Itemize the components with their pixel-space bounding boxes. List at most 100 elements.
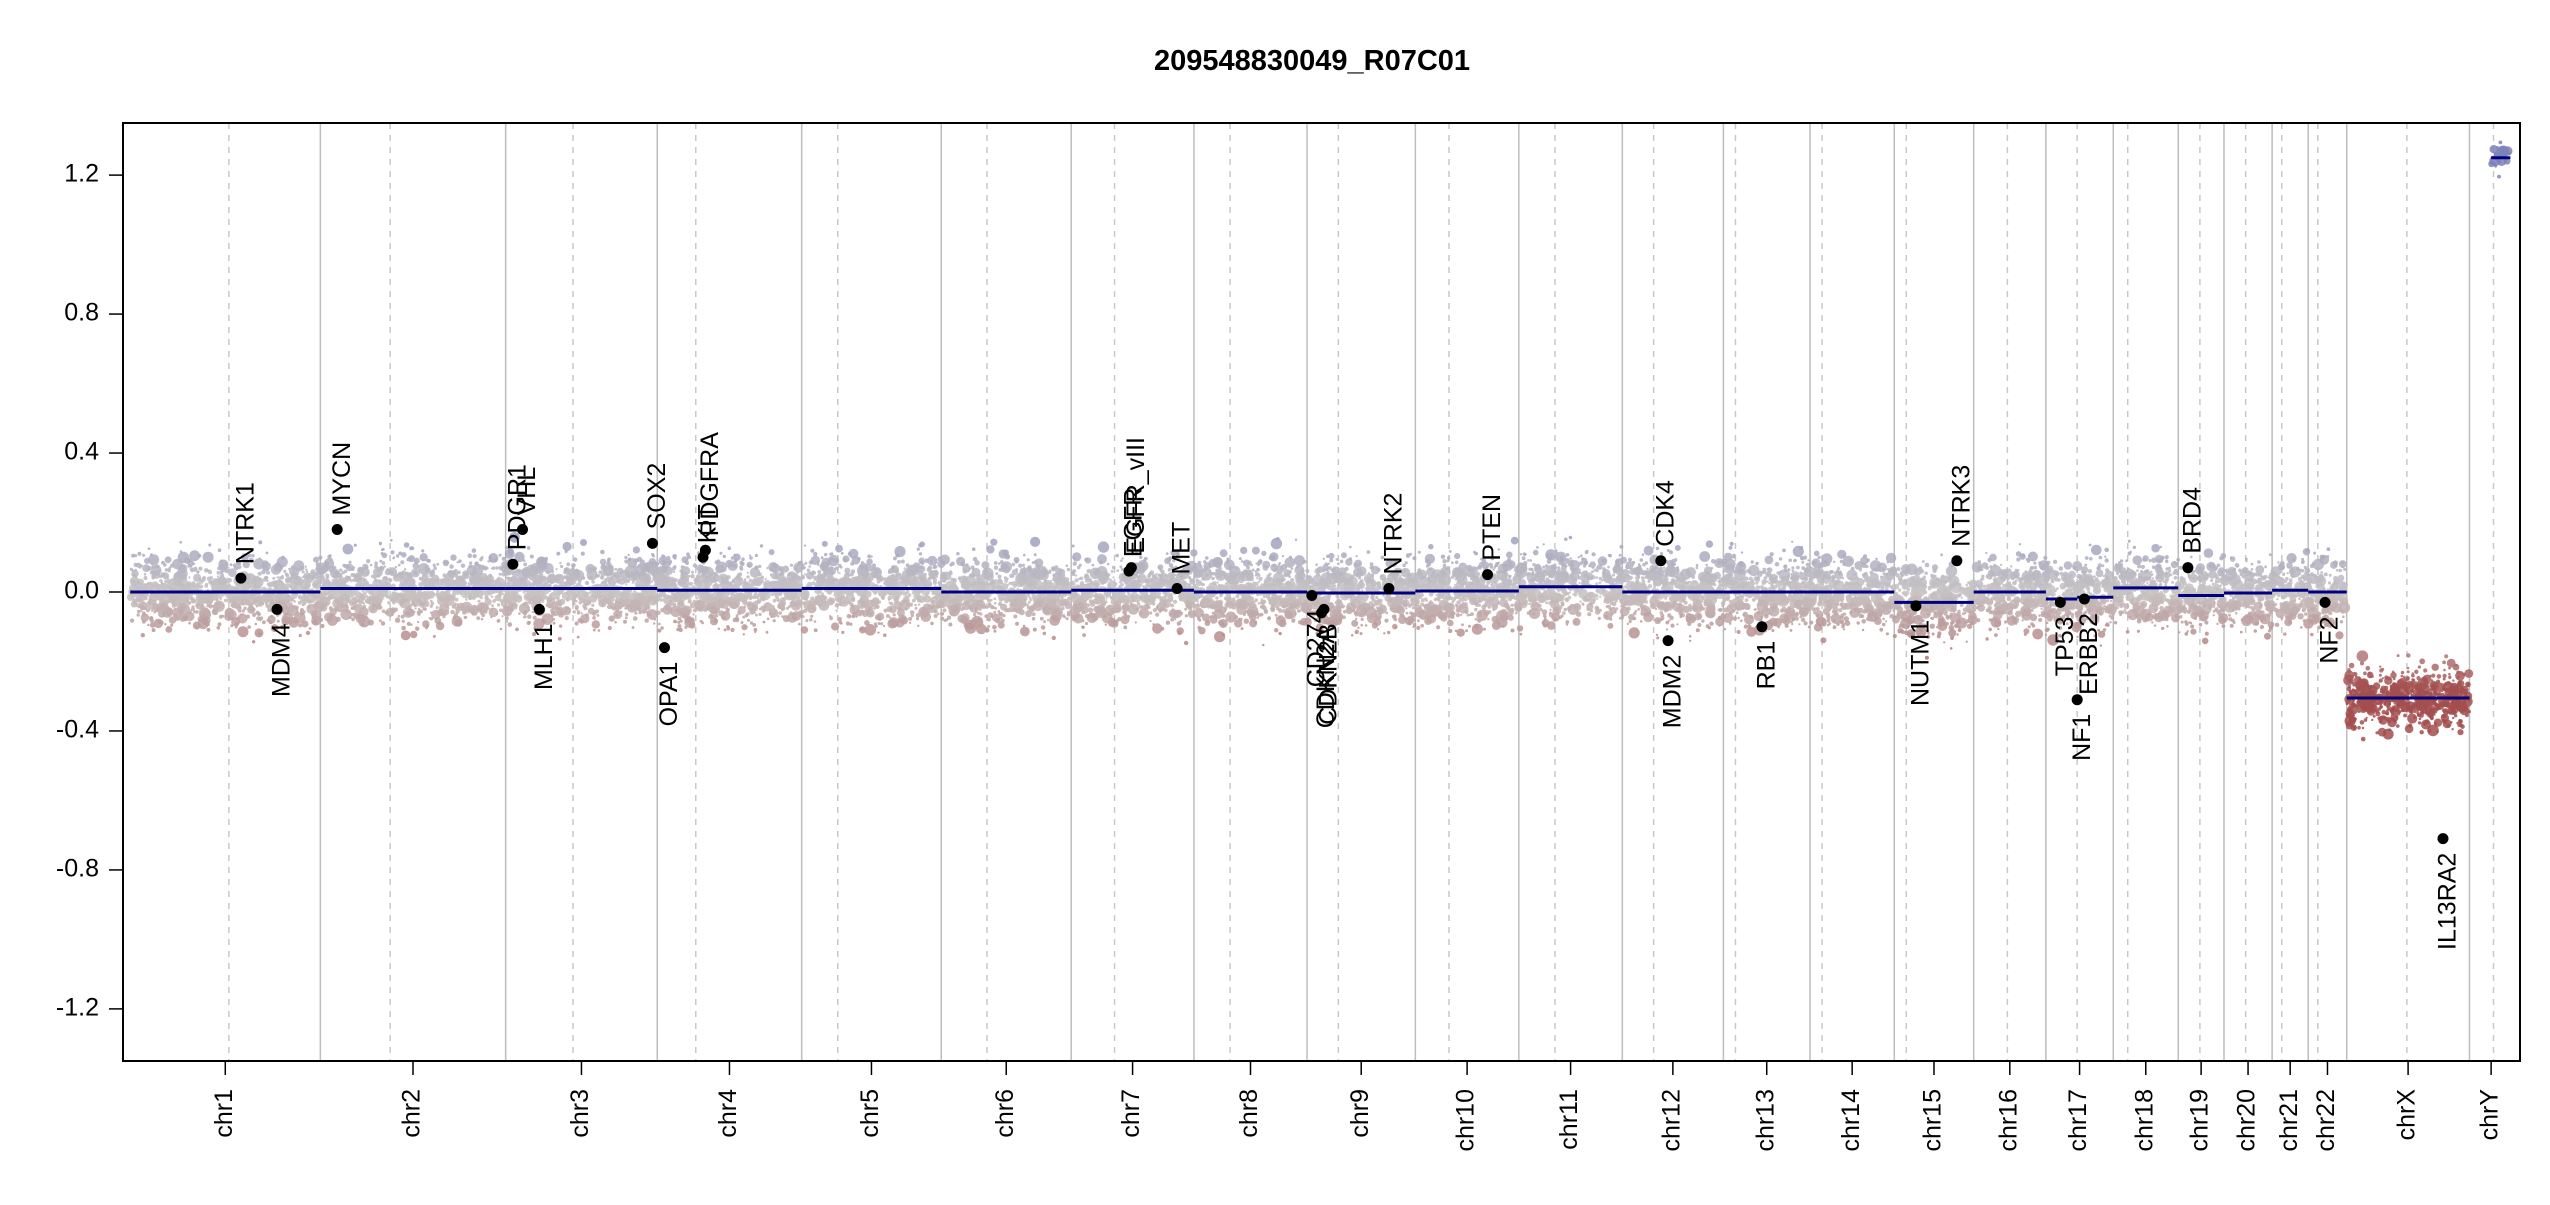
probe-point [499,573,502,576]
probe-point [399,576,402,579]
probe-point [208,544,211,547]
probe-point [1085,579,1089,583]
probe-point [148,554,159,565]
probe-point [744,585,748,589]
probe-point [690,574,694,578]
probe-point [714,610,718,614]
probe-point [423,601,429,607]
probe-point [511,608,514,611]
probe-point [1078,578,1081,581]
probe-point [1156,596,1159,599]
probe-point [272,577,275,580]
probe-point [772,562,776,566]
probe-point [856,615,858,617]
probe-point [726,625,730,629]
probe-point [930,622,934,626]
probe-point [598,599,606,607]
probe-point [907,566,917,576]
probe-point [810,572,814,576]
probe-point [499,554,502,557]
probe-point [144,587,147,590]
probe-point [458,606,461,609]
probe-point [491,604,494,607]
probe-point [674,557,677,560]
probe-point [994,561,998,565]
probe-point [730,628,734,632]
probe-point [987,617,991,621]
probe-point [502,593,505,596]
probe-point [413,611,415,613]
probe-point [480,556,483,559]
probe-point [773,599,777,603]
probe-point [371,607,374,610]
probe-point [565,616,569,620]
probe-point [802,615,805,618]
probe-point [998,611,1001,614]
probe-point [718,628,720,630]
probe-point [206,600,209,603]
probe-point [382,561,386,565]
probe-point [706,602,709,605]
probe-point [1032,612,1036,616]
probe-point [634,612,637,615]
probe-point [984,614,988,618]
probe-point [508,622,513,627]
probe-point [681,579,690,588]
probe-point [969,600,971,602]
probe-point [467,582,469,584]
probe-point [660,626,663,629]
probe-point [356,579,359,582]
probe-point [1148,573,1152,577]
probe-point [1150,620,1152,622]
probe-point [323,593,327,597]
probe-point [202,576,206,580]
probe-point [556,568,558,570]
probe-point [207,628,211,632]
probe-point [352,602,357,607]
probe-point [142,588,144,590]
probe-point [810,549,814,553]
probe-point [673,565,676,568]
probe-point [1053,615,1055,617]
probe-point [242,584,246,588]
probe-point [1110,620,1118,628]
probe-point [950,598,954,602]
probe-point [1107,563,1110,566]
probe-point [135,586,138,589]
probe-point [736,614,739,617]
probe-point [411,568,420,577]
probe-point [366,571,370,575]
probe-point [1169,609,1178,618]
probe-point [1137,602,1140,605]
probe-point [1166,621,1170,625]
probe-point [801,626,808,633]
probe-point [1115,607,1121,613]
probe-point [732,579,735,582]
probe-point [1033,599,1036,602]
probe-point [1111,570,1114,573]
probe-point [824,553,827,556]
probe-point [1145,596,1149,600]
probe-point [1142,571,1145,574]
probe-point [548,599,552,603]
probe-point [591,580,595,584]
probe-point [220,586,224,590]
probe-point [181,586,184,589]
probe-point [775,581,778,584]
probe-point [743,581,747,585]
probe-point [1013,615,1017,619]
probe-point [518,612,521,615]
probe-point [795,567,798,570]
probe-point [724,593,726,595]
probe-point [727,575,731,579]
probe-point [572,602,576,606]
probe-point [1082,619,1085,622]
probe-point [523,616,525,618]
probe-point [1033,628,1037,632]
probe-point [1010,610,1013,613]
probe-point [471,597,474,600]
probe-point [1173,600,1177,604]
probe-point [742,600,747,605]
probe-point [867,554,871,558]
probe-point [1082,633,1086,637]
